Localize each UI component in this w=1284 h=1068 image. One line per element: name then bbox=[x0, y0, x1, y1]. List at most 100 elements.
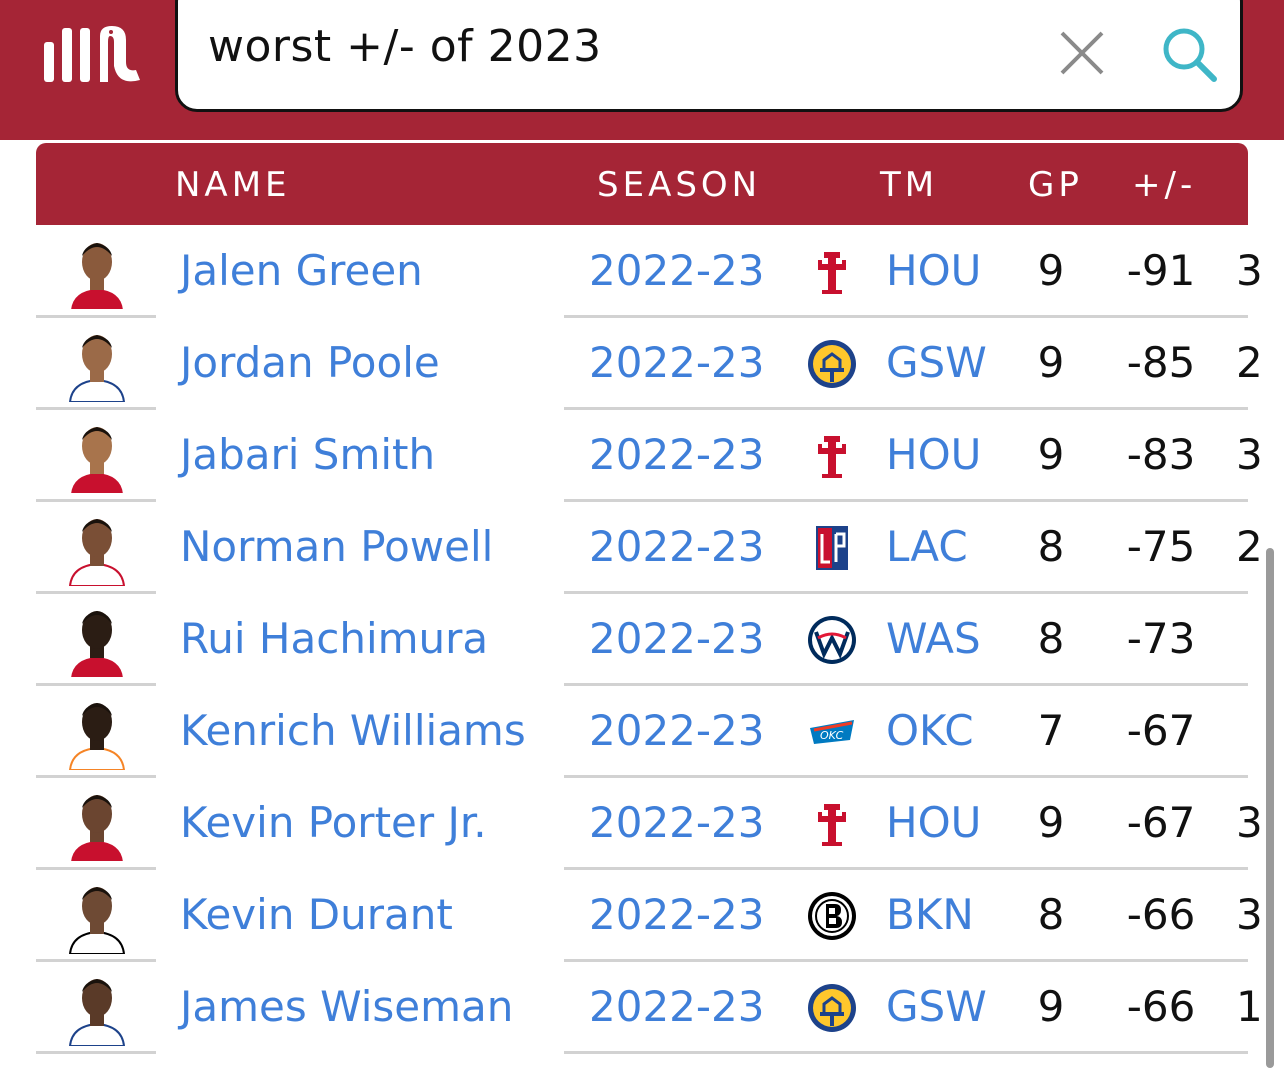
scrollbar[interactable] bbox=[1266, 548, 1274, 1068]
player-avatar bbox=[64, 234, 130, 311]
next-column-value: 3 bbox=[1236, 430, 1263, 479]
table-row[interactable]: Norman Powell 2022-23 LAC 8 -75 2 bbox=[36, 502, 1263, 594]
team-link[interactable]: BKN bbox=[886, 890, 974, 939]
games-played: 9 bbox=[1037, 338, 1065, 387]
season-link[interactable]: 2022-23 bbox=[589, 614, 765, 663]
season-link[interactable]: 2022-23 bbox=[589, 798, 765, 847]
season-link[interactable]: 2022-23 bbox=[589, 338, 765, 387]
player-avatar bbox=[64, 326, 130, 403]
season-link[interactable]: 2022-23 bbox=[589, 430, 765, 479]
plus-minus-value: -75 bbox=[1126, 522, 1196, 571]
games-played: 8 bbox=[1037, 522, 1065, 571]
next-column-value: 3 bbox=[1236, 798, 1263, 847]
column-header-name[interactable]: NAME bbox=[175, 165, 291, 205]
svg-text:OKC: OKC bbox=[820, 729, 844, 742]
search-icon[interactable] bbox=[1160, 25, 1218, 83]
season-link[interactable]: 2022-23 bbox=[589, 522, 765, 571]
team-link[interactable]: HOU bbox=[886, 430, 982, 479]
games-played: 9 bbox=[1037, 982, 1065, 1031]
player-avatar bbox=[64, 970, 130, 1047]
player-name-link[interactable]: James Wiseman bbox=[180, 982, 514, 1031]
row-divider bbox=[564, 407, 1248, 410]
table-row[interactable]: Kevin Porter Jr. 2022-23 HOU 9 -67 3 bbox=[36, 778, 1263, 870]
table-row[interactable]: Kevin Durant 2022-23 BKN 8 -66 3 bbox=[36, 870, 1263, 962]
player-name-link[interactable]: Jordan Poole bbox=[180, 338, 440, 387]
games-played: 9 bbox=[1037, 798, 1065, 847]
season-link[interactable]: 2022-23 bbox=[589, 890, 765, 939]
player-name-link[interactable]: Jabari Smith bbox=[180, 430, 436, 479]
row-divider bbox=[564, 315, 1248, 318]
column-header-gp[interactable]: GP bbox=[1028, 165, 1083, 205]
row-divider bbox=[36, 591, 156, 594]
close-icon[interactable] bbox=[1058, 29, 1106, 77]
player-avatar bbox=[64, 694, 130, 771]
row-divider bbox=[36, 499, 156, 502]
row-divider bbox=[36, 315, 156, 318]
row-divider bbox=[36, 407, 156, 410]
plus-minus-value: -66 bbox=[1126, 890, 1196, 939]
row-divider bbox=[564, 775, 1248, 778]
player-avatar bbox=[64, 786, 130, 863]
plus-minus-value: -91 bbox=[1126, 246, 1196, 295]
plus-minus-value: -67 bbox=[1126, 706, 1196, 755]
season-link[interactable]: 2022-23 bbox=[589, 246, 765, 295]
column-header-season[interactable]: SEASON bbox=[597, 165, 762, 205]
search-box[interactable]: worst +/- of 2023 bbox=[175, 0, 1243, 112]
table-row[interactable]: Jabari Smith 2022-23 HOU 9 -83 3 bbox=[36, 410, 1263, 502]
table-row[interactable]: Rui Hachimura 2022-23 WAS 8 -73 bbox=[36, 594, 1248, 686]
table-row[interactable]: James Wiseman 2022-23 GSW 9 -66 1 bbox=[36, 962, 1263, 1054]
clippers-logo-icon bbox=[806, 522, 858, 574]
next-column-value: 2 bbox=[1236, 338, 1263, 387]
plus-minus-value: -67 bbox=[1126, 798, 1196, 847]
player-name-link[interactable]: Jalen Green bbox=[180, 246, 423, 295]
player-name-link[interactable]: Kenrich Williams bbox=[180, 706, 526, 755]
rockets-logo-icon bbox=[806, 798, 858, 850]
team-link[interactable]: GSW bbox=[886, 338, 987, 387]
rockets-logo-icon bbox=[806, 430, 858, 482]
top-bar: worst +/- of 2023 bbox=[0, 0, 1284, 140]
row-divider bbox=[36, 867, 156, 870]
row-divider bbox=[564, 1051, 1248, 1054]
row-divider bbox=[564, 499, 1248, 502]
season-link[interactable]: 2022-23 bbox=[589, 982, 765, 1031]
games-played: 9 bbox=[1037, 246, 1065, 295]
player-avatar bbox=[64, 602, 130, 679]
row-divider bbox=[564, 591, 1248, 594]
plus-minus-value: -83 bbox=[1126, 430, 1196, 479]
plus-minus-value: -85 bbox=[1126, 338, 1196, 387]
next-column-value: 3 bbox=[1236, 890, 1263, 939]
thunder-logo-icon: OKC bbox=[806, 706, 858, 758]
rockets-logo-icon bbox=[806, 246, 858, 298]
team-link[interactable]: GSW bbox=[886, 982, 987, 1031]
player-name-link[interactable]: Kevin Porter Jr. bbox=[180, 798, 487, 847]
results-table: Jalen Green 2022-23 HOU 9 -91 3 Jordan Poole 20… bbox=[36, 226, 1263, 1054]
team-link[interactable]: WAS bbox=[886, 614, 981, 663]
column-header-team[interactable]: TM bbox=[880, 165, 939, 205]
team-link[interactable]: LAC bbox=[886, 522, 968, 571]
team-link[interactable]: OKC bbox=[886, 706, 974, 755]
games-played: 7 bbox=[1037, 706, 1065, 755]
next-column-value: 2 bbox=[1236, 522, 1263, 571]
row-divider bbox=[36, 683, 156, 686]
wizards-logo-icon bbox=[806, 614, 858, 666]
team-link[interactable]: HOU bbox=[886, 798, 982, 847]
team-link[interactable]: HOU bbox=[886, 246, 982, 295]
table-row[interactable]: Kenrich Williams 2022-23 OKC OKC 7 -67 bbox=[36, 686, 1248, 778]
player-avatar bbox=[64, 510, 130, 587]
games-played: 9 bbox=[1037, 430, 1065, 479]
games-played: 8 bbox=[1037, 890, 1065, 939]
warriors-logo-icon bbox=[806, 982, 858, 1034]
player-name-link[interactable]: Rui Hachimura bbox=[180, 614, 489, 663]
column-header-plus-minus[interactable]: +/- bbox=[1132, 165, 1197, 205]
nets-logo-icon bbox=[806, 890, 858, 942]
row-divider bbox=[36, 1051, 156, 1054]
player-name-link[interactable]: Norman Powell bbox=[180, 522, 494, 571]
row-divider bbox=[36, 775, 156, 778]
row-divider bbox=[564, 867, 1248, 870]
player-name-link[interactable]: Kevin Durant bbox=[180, 890, 453, 939]
season-link[interactable]: 2022-23 bbox=[589, 706, 765, 755]
search-input[interactable]: worst +/- of 2023 bbox=[208, 21, 602, 72]
table-row[interactable]: Jordan Poole 2022-23 GSW 9 -85 2 bbox=[36, 318, 1263, 410]
table-row[interactable]: Jalen Green 2022-23 HOU 9 -91 3 bbox=[36, 226, 1263, 318]
app-logo-icon[interactable] bbox=[40, 22, 146, 84]
